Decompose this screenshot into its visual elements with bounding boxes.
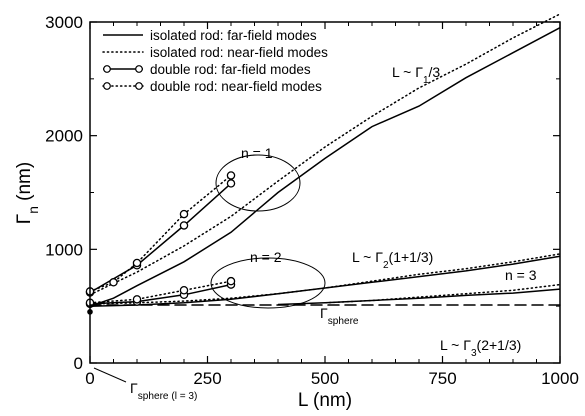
annotation-n3-part-0: n = 3 [505,267,537,283]
annotation-L3-part-2: (2+1/3) [477,337,522,353]
legend-item-0-label: isolated rod: far-field modes [150,28,317,43]
leader-sphere-l3 [93,367,127,383]
series-7-double-rod-near-field-modes-marker-3 [179,209,189,219]
legend-item-1-label: isolated rod: near-field modes [150,45,328,60]
ellipse-n1 [215,154,301,212]
x-tick-label-1: 250 [193,369,221,388]
annotation-layer: L ~ Γ1/3L ~ Γ2(1+1/3)L ~ Γ3(2+1/3)n = 1n… [93,64,537,402]
annotation-gs-part-0: Γ [320,305,328,321]
annotation-L1-part-1: 1 [423,75,429,86]
series-9-double-rod-near-field-modes-marker-2 [179,286,189,295]
series-0-isolated-rod-far-field-modes-line [89,27,561,307]
x-tick-label-3: 750 [428,369,456,388]
legend-item-2-label: double rod: far-field modes [150,62,311,77]
series-2-isolated-rod-far-field-modes-line [89,255,561,307]
annotation-L3-part-1: 3 [471,348,477,359]
data-layer [85,13,561,315]
series-6-double-rod-far-field-modes-marker-2 [179,221,189,230]
series-3-isolated-rod-near-field-modes-line [89,253,561,305]
legend-item-2-marker-1 [135,65,143,73]
annotation-L2: L ~ Γ2(1+1/3) [352,249,433,271]
series-6-double-rod-far-field-modes-line [89,182,232,294]
annotation-gs-part-1: sphere [328,316,359,327]
legend-item-3-marker-1 [135,82,143,90]
annotation-L1: L ~ Γ1/3 [392,64,440,86]
annotation-L1-part-2: /3 [429,64,441,80]
annotation-gs3: Γsphere (l = 3) [130,380,197,402]
ellipse-n2 [210,257,326,309]
annotation-L2-part-2: (1+1/3) [389,249,434,265]
y-tick-label-2: 2000 [45,127,83,146]
annotation-n2-part-0: n = 2 [250,249,282,265]
annotation-L3-part-0: L ~ Γ [440,337,471,353]
annotation-n1-part-0: n = 1 [241,145,273,161]
annotation-L2-part-1: 2 [383,260,389,271]
annotation-L3: L ~ Γ3(2+1/3) [440,337,521,359]
legend: isolated rod: far-field modes isolated ro… [102,28,328,94]
series-5-isolated-rod-near-field-modes-line [324,283,561,304]
axes-layer: 0 250 500 750 1000 0 1000 2000 3000 L (nm) Γn (nm) [14,13,579,411]
series-9-double-rod-near-field-modes-marker-1 [132,295,142,304]
annotation-gs3-part-0: Γ [130,380,138,396]
legend-item-3-label: double rod: near-field modes [150,79,322,94]
x-tick-label-0: 0 [85,369,94,388]
y-tick-label-0: 0 [74,354,83,373]
series-7-double-rod-near-field-modes-marker-4 [226,171,236,180]
series-6-double-rod-far-field-modes-marker-3 [226,179,236,188]
x-axis-label: L (nm) [298,390,352,411]
series-9-double-rod-near-field-modes-marker-3 [226,276,236,286]
y-axis-label-main: Γ [14,214,35,224]
y-axis-label: Γn (nm) [14,162,41,224]
y-tick-label-1: 1000 [45,240,83,259]
x-tick-label-4: 1000 [541,369,579,388]
legend-item-2-marker-0 [103,65,111,73]
annotation-L2-part-0: L ~ Γ [352,249,383,265]
y-axis-label-sub: n [26,206,41,214]
series-7-double-rod-near-field-modes-marker-2 [132,258,142,268]
legend-item-3-marker-0 [103,82,111,90]
annotation-L1-part-0: L ~ Γ [392,64,423,80]
series-7-double-rod-near-field-modes-marker-1 [109,278,118,287]
y-tick-label-3: 3000 [45,13,83,32]
annotation-gs3-part-1: sphere (l = 3) [138,391,198,402]
y-axis-label-unit: (nm) [14,162,35,206]
series-9-double-rod-near-field-modes-line [89,280,232,304]
annotation-gs: Γsphere [320,305,359,327]
annotation-n2: n = 2 [250,249,282,265]
series-1-isolated-rod-near-field-modes-line [89,13,561,296]
series-8-double-rod-far-field-modes-line [89,283,232,305]
annotation-n3: n = 3 [505,267,537,283]
annotation-n1: n = 1 [241,145,273,161]
x-tick-label-2: 500 [311,369,339,388]
